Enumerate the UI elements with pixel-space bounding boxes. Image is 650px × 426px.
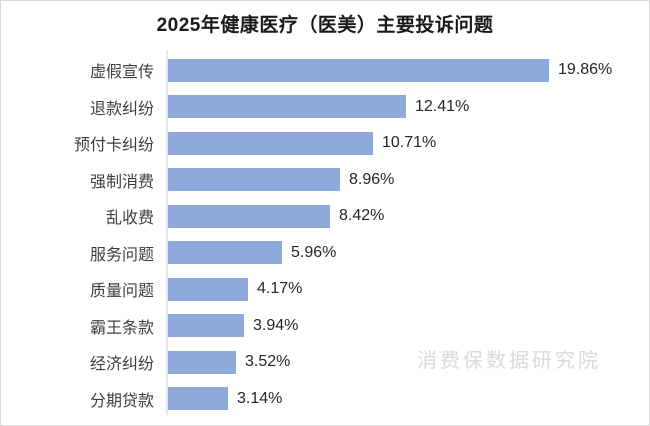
bar-rows: 虚假宣传 19.86% 退款纠纷 12.41% 预付卡纠纷 10.71% 强制消费 8.96%… [1,52,639,417]
bar-row: 虚假宣传 19.86% [1,52,639,89]
bar-track: 5.96% [168,235,639,272]
category-label: 分期贷款 [89,392,154,410]
category-label: 经济纠纷 [89,356,154,374]
category-label: 退款纠纷 [89,100,154,118]
value-label: 8.96% [349,170,395,188]
bar-track: 10.71% [168,125,639,162]
bar-track: 3.94% [168,308,639,345]
bar-track: 19.86% [168,52,639,89]
bar-row: 质量问题 4.17% [1,271,639,308]
bar-track: 8.96% [168,162,639,199]
bar-track: 8.42% [168,198,639,235]
bar [168,204,330,228]
category-label: 虚假宣传 [89,64,154,82]
bar [168,314,244,338]
value-label: 3.94% [253,316,299,334]
category-label: 服务问题 [89,246,154,264]
bar-row: 预付卡纠纷 10.71% [1,125,639,162]
bar [168,387,228,411]
bar [168,277,248,301]
value-label: 5.96% [291,243,337,261]
bar [168,95,406,119]
value-label: 3.14% [237,389,283,407]
category-label: 霸王条款 [89,319,154,337]
watermark: 消费保数据研究院 [417,350,601,372]
bar-track: 12.41% [168,89,639,126]
bar-row: 霸王条款 3.94% [1,308,639,345]
y-axis-line [166,50,168,415]
category-label: 强制消费 [89,173,154,191]
value-label: 10.71% [382,134,437,152]
bar-row: 分期贷款 3.14% [1,381,639,418]
bar-track: 4.17% [168,271,639,308]
bar-track: 3.52% [168,344,639,381]
bar-row: 强制消费 8.96% [1,162,639,199]
bar-track: 3.14% [168,381,639,418]
value-label: 12.41% [415,97,470,115]
category-label: 预付卡纠纷 [73,137,154,155]
bar-row: 乱收费 8.42% [1,198,639,235]
category-label: 乱收费 [105,210,154,228]
value-label: 3.52% [245,353,291,371]
value-label: 8.42% [339,207,385,225]
bar [168,58,549,82]
category-label: 质量问题 [89,283,154,301]
bar-row: 服务问题 5.96% [1,235,639,272]
bar [168,241,282,265]
bar-row: 退款纠纷 12.41% [1,89,639,126]
bar-row: 经济纠纷 3.52% [1,344,639,381]
bar [168,350,236,374]
bar [168,168,340,192]
value-label: 4.17% [257,280,303,298]
chart-title: 2025年健康医疗（医美）主要投诉问题 [156,15,494,36]
value-label: 19.86% [558,61,613,79]
bar [168,131,373,155]
